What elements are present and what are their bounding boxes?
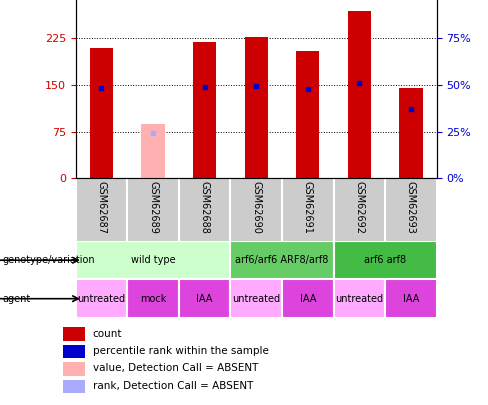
Text: rank, Detection Call = ABSENT: rank, Detection Call = ABSENT: [93, 381, 253, 391]
Text: untreated: untreated: [78, 294, 125, 304]
Text: IAA: IAA: [300, 294, 316, 304]
Text: count: count: [93, 329, 122, 339]
Text: genotype/variation: genotype/variation: [2, 255, 95, 265]
Text: mock: mock: [140, 294, 166, 304]
Bar: [334, 279, 385, 318]
Text: arf6 arf8: arf6 arf8: [364, 255, 406, 265]
Text: GSM62691: GSM62691: [303, 181, 313, 234]
Text: GSM62690: GSM62690: [251, 181, 261, 234]
Text: untreated: untreated: [335, 294, 384, 304]
Text: GSM62693: GSM62693: [406, 181, 416, 234]
Text: arf6/arf6 ARF8/arf8: arf6/arf6 ARF8/arf8: [235, 255, 329, 265]
Bar: [142, 124, 164, 178]
Bar: [193, 42, 216, 178]
Text: agent: agent: [2, 294, 31, 304]
Bar: [76, 279, 127, 318]
Bar: [76, 241, 230, 279]
Bar: [244, 36, 268, 178]
Text: GSM62687: GSM62687: [97, 181, 106, 234]
Text: wild type: wild type: [131, 255, 175, 265]
Text: GSM62689: GSM62689: [148, 181, 158, 234]
Text: IAA: IAA: [403, 294, 419, 304]
Bar: [230, 279, 282, 318]
Bar: [399, 88, 423, 178]
Bar: [334, 241, 437, 279]
Bar: [296, 51, 319, 178]
Bar: [63, 345, 85, 358]
Bar: [230, 241, 334, 279]
Bar: [90, 48, 113, 178]
Text: value, Detection Call = ABSENT: value, Detection Call = ABSENT: [93, 363, 258, 373]
Bar: [348, 11, 371, 178]
Bar: [385, 279, 437, 318]
Text: untreated: untreated: [232, 294, 280, 304]
Bar: [63, 327, 85, 341]
Bar: [282, 279, 334, 318]
Text: percentile rank within the sample: percentile rank within the sample: [93, 346, 268, 356]
Text: GSM62688: GSM62688: [200, 181, 210, 234]
Bar: [63, 379, 85, 393]
Text: IAA: IAA: [197, 294, 213, 304]
Text: GSM62692: GSM62692: [354, 181, 365, 234]
Bar: [179, 279, 230, 318]
Bar: [63, 362, 85, 375]
Bar: [127, 279, 179, 318]
